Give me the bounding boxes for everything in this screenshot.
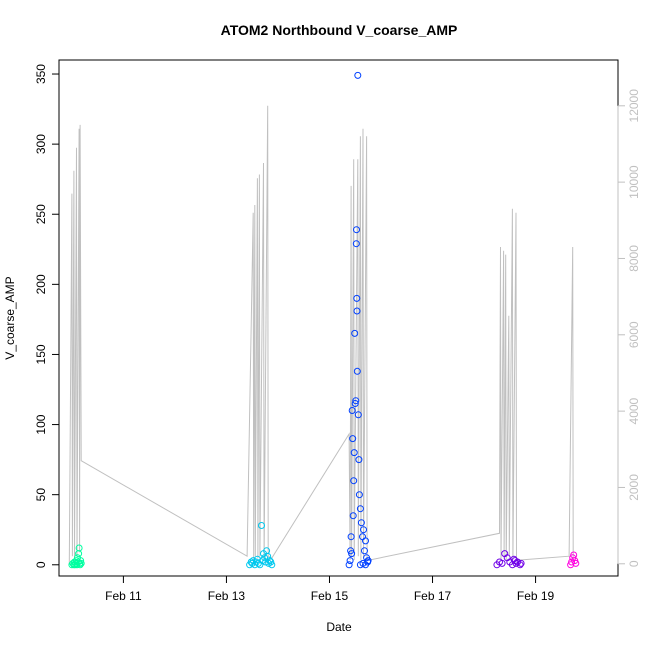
data-point <box>351 329 359 337</box>
data-point <box>253 555 261 563</box>
data-point <box>76 561 84 569</box>
secondary-series-line <box>68 105 574 564</box>
y-tick-label: 250 <box>34 204 48 224</box>
x-tick-label: Feb 13 <box>208 589 246 603</box>
data-point <box>266 557 274 565</box>
data-point <box>512 559 520 567</box>
data-point <box>516 561 524 569</box>
data-point <box>77 559 85 567</box>
y-tick-label: 350 <box>34 64 48 84</box>
data-point <box>353 226 360 234</box>
data-point <box>357 519 365 527</box>
y-tick-label: 0 <box>34 561 48 568</box>
series-3 <box>345 71 372 569</box>
data-point <box>350 477 358 485</box>
y-tick-label: 300 <box>34 134 48 154</box>
x-tick-label: Feb 17 <box>414 589 452 603</box>
series-1 <box>68 544 85 569</box>
data-point <box>354 411 362 419</box>
y2-tick-label: 12000 <box>627 89 641 123</box>
data-point <box>353 307 361 315</box>
x-tick-label: Feb 15 <box>311 589 349 603</box>
y-axis-left: 0 50 100 150 200 250 300 350 <box>34 64 60 568</box>
x-tick-label: Feb 11 <box>105 589 142 603</box>
y-tick-label: 150 <box>34 344 48 364</box>
data-point <box>348 550 356 558</box>
y2-tick-label: 10000 <box>627 165 641 199</box>
y2-tick-label: 2000 <box>627 474 641 501</box>
y2-tick-label: 4000 <box>627 397 641 424</box>
data-point <box>264 552 272 560</box>
data-point <box>355 491 363 499</box>
y-tick-label: 50 <box>34 488 48 502</box>
x-tick-label: Feb 19 <box>517 589 555 603</box>
data-point <box>350 449 358 457</box>
data-point <box>353 294 361 302</box>
data-point <box>353 367 361 375</box>
y2-tick-label: 6000 <box>627 321 641 348</box>
y-tick-label: 200 <box>34 274 48 294</box>
y-tick-label: 100 <box>34 414 48 434</box>
data-point <box>355 456 363 464</box>
data-point <box>346 557 354 565</box>
data-point <box>362 537 369 545</box>
data-point <box>258 522 265 529</box>
data-point <box>349 435 357 443</box>
y2-tick-label: 0 <box>627 560 641 567</box>
secondary-line-layer <box>68 105 574 564</box>
data-point <box>354 71 362 79</box>
data-point <box>364 557 372 565</box>
data-point <box>360 526 367 534</box>
series-2 <box>246 522 276 569</box>
data-point <box>77 557 85 565</box>
y-axis-right: 0 2000 4000 6000 8000 10000 12000 <box>617 89 641 567</box>
data-point <box>361 547 368 555</box>
chart-title: ATOM2 Northbound V_coarse_AMP <box>221 22 458 38</box>
series-5 <box>567 551 580 569</box>
y-axis-label: V_coarse_AMP <box>3 276 17 359</box>
data-point <box>75 544 83 552</box>
data-point <box>517 559 525 567</box>
data-point <box>345 561 353 569</box>
data-point <box>356 505 364 513</box>
data-point <box>348 407 356 414</box>
series-4 <box>493 550 525 569</box>
data-point <box>268 561 276 569</box>
data-point <box>572 559 580 567</box>
x-axis: Feb 11 Feb 13 Feb 15 Feb 17 Feb 19 <box>105 575 555 603</box>
y2-tick-label: 8000 <box>627 245 641 272</box>
data-point <box>352 397 360 405</box>
data-point <box>349 512 357 520</box>
data-point <box>498 559 506 567</box>
x-axis-label: Date <box>326 620 352 634</box>
plot-frame <box>58 59 619 577</box>
points-layer <box>68 71 580 569</box>
data-point <box>347 533 355 541</box>
data-point <box>351 400 359 407</box>
data-point <box>352 240 360 248</box>
